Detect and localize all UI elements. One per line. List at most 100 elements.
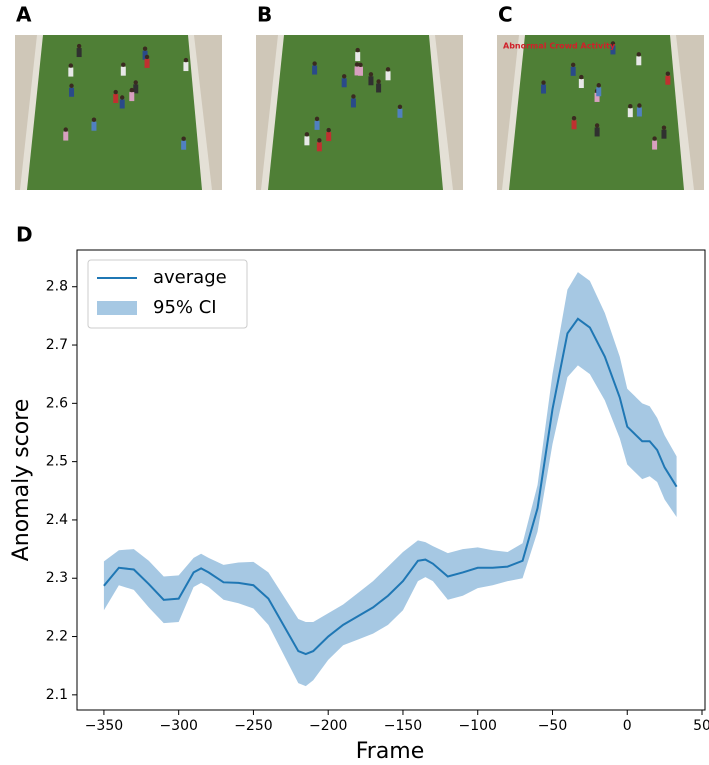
person	[68, 67, 74, 77]
person	[129, 92, 135, 102]
y-tick-label: 2.3	[46, 570, 68, 586]
grass	[27, 35, 202, 190]
panel-label: B	[257, 3, 272, 27]
overlay-text: Abnormal Crowd Activity	[503, 42, 616, 51]
x-tick-label: −50	[538, 718, 568, 734]
person	[652, 140, 658, 150]
person	[120, 66, 126, 76]
person-head	[341, 74, 347, 79]
person	[314, 120, 320, 130]
person	[596, 87, 602, 97]
person	[594, 127, 600, 137]
legend-patch	[97, 301, 137, 315]
person-head	[385, 67, 391, 72]
person	[397, 108, 403, 118]
person-head	[351, 94, 356, 99]
x-tick-label: −300	[159, 718, 197, 734]
photo	[15, 35, 222, 190]
grass	[268, 35, 443, 190]
person	[183, 62, 189, 72]
person-head	[652, 136, 657, 141]
person-head	[594, 123, 600, 128]
person-head	[661, 125, 667, 130]
person	[636, 107, 642, 117]
person-head	[183, 57, 189, 63]
average-line	[103, 317, 678, 656]
person-head	[637, 103, 642, 108]
person	[316, 142, 322, 152]
y-tick-label: 2.8	[46, 279, 68, 295]
person	[350, 98, 356, 108]
person	[354, 66, 360, 76]
y-tick-label: 2.6	[46, 395, 68, 411]
person-head	[314, 116, 320, 122]
ci-band	[103, 272, 677, 687]
x-tick-label: −250	[234, 718, 272, 734]
person-head	[91, 117, 97, 122]
person-head	[181, 136, 186, 141]
person	[571, 120, 577, 130]
person-head	[312, 61, 317, 66]
person	[570, 66, 576, 76]
person-head	[129, 87, 134, 93]
y-tick-label: 2.5	[46, 454, 68, 470]
person	[133, 84, 139, 94]
person-head	[636, 52, 641, 57]
person	[541, 84, 547, 94]
person-head	[368, 72, 374, 77]
person	[665, 75, 671, 85]
person-head	[628, 103, 633, 109]
person	[610, 45, 616, 55]
legend-label: average	[153, 267, 227, 288]
person	[357, 66, 363, 76]
person	[341, 78, 347, 88]
person-head	[358, 62, 363, 67]
photo	[256, 35, 463, 190]
person	[355, 52, 361, 62]
person-head	[570, 62, 576, 68]
person-head	[142, 46, 148, 51]
x-tick-label: 0	[623, 718, 632, 734]
person	[181, 140, 187, 150]
person	[144, 58, 150, 68]
person-head	[113, 89, 118, 95]
person-head	[665, 71, 671, 76]
x-tick-label: −150	[384, 718, 422, 734]
person-head	[317, 138, 322, 143]
person	[76, 48, 82, 58]
person	[627, 108, 633, 118]
y-tick-label: 2.1	[46, 687, 68, 703]
person	[385, 71, 391, 81]
x-tick-label: −200	[309, 718, 347, 734]
person-head	[144, 54, 150, 60]
person	[113, 94, 119, 104]
x-tick-label: 50	[693, 718, 709, 734]
photo	[497, 35, 704, 190]
axes-frame	[76, 249, 706, 711]
person	[304, 136, 310, 146]
legend-label: 95% CI	[153, 297, 217, 318]
person	[368, 76, 374, 86]
person	[326, 132, 332, 142]
person-head	[571, 116, 577, 121]
x-tick-label: −100	[458, 718, 496, 734]
person-head	[326, 127, 331, 133]
person-head	[121, 62, 126, 67]
person	[578, 79, 584, 89]
person	[661, 129, 667, 139]
person-head	[354, 62, 360, 67]
person-head	[596, 83, 601, 88]
person-head	[68, 63, 74, 68]
person	[376, 83, 382, 93]
panel-label: C	[498, 3, 513, 27]
person-head	[610, 41, 616, 46]
y-tick-label: 2.4	[46, 512, 68, 528]
person-head	[119, 95, 125, 100]
grass	[509, 35, 684, 190]
panel-label: A	[16, 3, 32, 27]
person-head	[579, 74, 584, 80]
person	[594, 92, 600, 102]
person-head	[376, 79, 381, 84]
